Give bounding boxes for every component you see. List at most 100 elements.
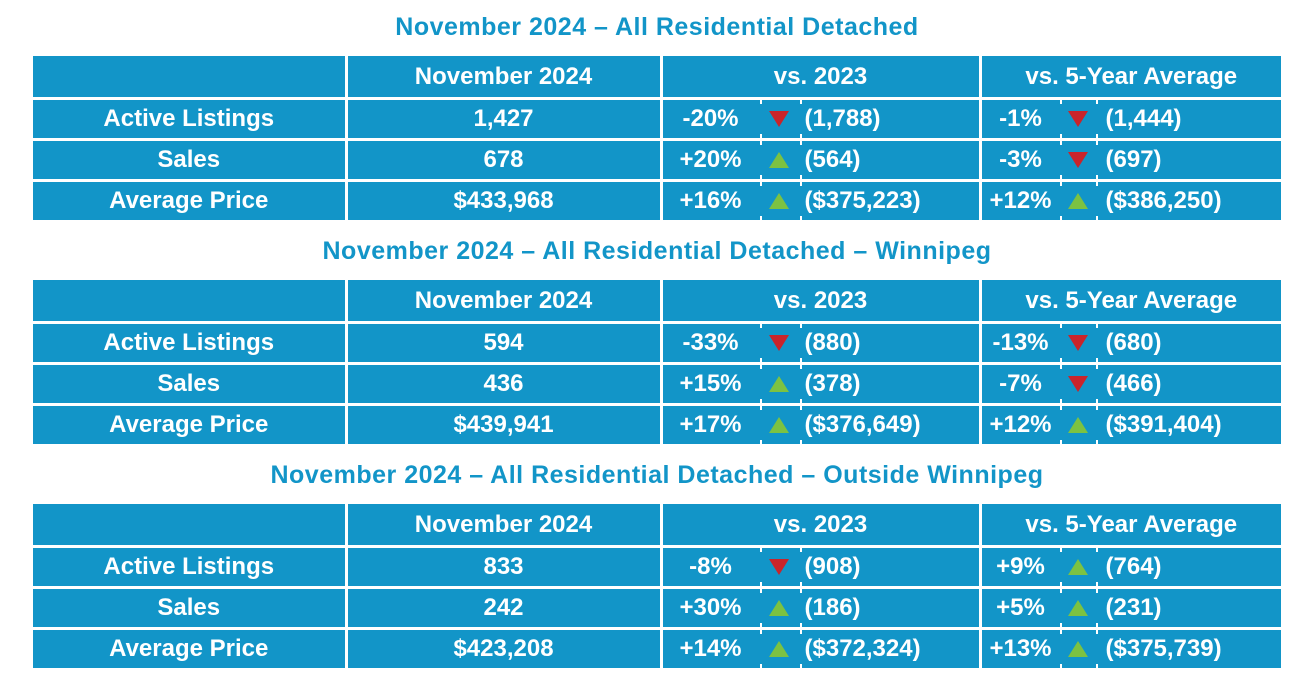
current-value: 833 [344,545,663,589]
header-vs-5-year-average: vs. 5-Year Average [978,56,1281,100]
trend-arrow-icon [768,559,789,575]
pct-change: +5% [996,594,1045,621]
header-vs-2023: vs. 2023 [659,56,982,100]
row-label: Average Price [33,403,348,444]
vs-5yr-cell: +9% (764) [978,545,1281,589]
header-vs-5-year-average: vs. 5-Year Average [978,280,1281,324]
vs-5yr-cell: +12% ($391,404) [978,403,1281,444]
table-title: November 2024 – All Residential Detached [395,13,919,41]
section-winnipeg: November 2024 – All Residential Detached… [33,236,1303,444]
row-label: Sales [33,362,348,406]
pct-change: +20% [679,146,742,173]
comparison-value: (564) [804,146,861,173]
comparison-value: (186) [804,594,861,621]
stats-table: November 2024 vs. 2023 vs. 5-Year Averag… [33,56,1281,220]
header-metric [33,504,348,548]
vs-2023-cell: +20% (564) [659,138,982,182]
pct-change: +30% [679,594,742,621]
table-row-sales: Sales 242 +30% (186) +5% (231) [33,586,1281,630]
section-outside-winnipeg: November 2024 – All Residential Detached… [33,460,1303,668]
trend-arrow-icon [768,641,789,657]
trend-arrow-icon [768,111,789,127]
vs-5yr-cell: -13% (680) [978,321,1281,365]
current-value: 242 [344,586,663,630]
current-value: $439,941 [344,403,663,444]
table-row-active-listings: Active Listings 1,427 -20% (1,788) -1% (… [33,97,1281,141]
row-label: Sales [33,586,348,630]
vs-2023-cell: +14% ($372,324) [659,627,982,668]
comparison-value: (1,788) [804,105,881,132]
header-vs-5-year-average: vs. 5-Year Average [978,504,1281,548]
comparison-value: (378) [804,370,861,397]
table-row-active-listings: Active Listings 833 -8% (908) +9% (764) [33,545,1281,589]
row-label: Average Price [33,627,348,668]
comparison-value: ($391,404) [1105,411,1222,438]
current-value: $423,208 [344,627,663,668]
trend-arrow-icon [1067,152,1088,168]
report-page: November 2024 – All Residential Detached… [33,12,1303,668]
row-label: Active Listings [33,97,348,141]
trend-arrow-icon [1067,111,1088,127]
comparison-value: ($375,223) [804,187,921,214]
pct-change: -8% [689,553,732,580]
comparison-value: (1,444) [1105,105,1182,132]
vs-2023-cell: -8% (908) [659,545,982,589]
table-title: November 2024 – All Residential Detached… [322,237,992,265]
table-row-average-price: Average Price $439,941 +17% ($376,649) +… [33,403,1281,444]
trend-arrow-icon [768,376,789,392]
vs-2023-cell: -33% (880) [659,321,982,365]
current-value: $433,968 [344,179,663,220]
header-november-2024: November 2024 [344,56,663,100]
row-label: Average Price [33,179,348,220]
pct-change: +13% [989,635,1052,662]
header-november-2024: November 2024 [344,504,663,548]
vs-2023-cell: +17% ($376,649) [659,403,982,444]
section-all-residential-detached: November 2024 – All Residential Detached… [33,12,1303,220]
pct-change: -1% [999,105,1042,132]
trend-arrow-icon [1067,641,1088,657]
vs-5yr-cell: +12% ($386,250) [978,179,1281,220]
vs-2023-cell: +30% (186) [659,586,982,630]
trend-arrow-icon [768,417,789,433]
trend-arrow-icon [1067,193,1088,209]
trend-arrow-icon [768,193,789,209]
comparison-value: (466) [1105,370,1162,397]
vs-2023-cell: +15% (378) [659,362,982,406]
current-value: 1,427 [344,97,663,141]
pct-change: +9% [996,553,1045,580]
comparison-value: (231) [1105,594,1162,621]
table-row-average-price: Average Price $423,208 +14% ($372,324) +… [33,627,1281,668]
header-november-2024: November 2024 [344,280,663,324]
row-label: Active Listings [33,321,348,365]
comparison-value: (908) [804,553,861,580]
row-label: Active Listings [33,545,348,589]
trend-arrow-icon [1067,417,1088,433]
stats-table: November 2024 vs. 2023 vs. 5-Year Averag… [33,280,1281,444]
current-value: 594 [344,321,663,365]
pct-change: -20% [682,105,739,132]
header-row: November 2024 vs. 2023 vs. 5-Year Averag… [33,504,1281,548]
pct-change: +15% [679,370,742,397]
vs-5yr-cell: -7% (466) [978,362,1281,406]
pct-change: -7% [999,370,1042,397]
trend-arrow-icon [1067,600,1088,616]
pct-change: +14% [679,635,742,662]
comparison-value: ($386,250) [1105,187,1222,214]
header-metric [33,280,348,324]
pct-change: -33% [682,329,739,356]
trend-arrow-icon [1067,376,1088,392]
header-row: November 2024 vs. 2023 vs. 5-Year Averag… [33,280,1281,324]
comparison-value: (764) [1105,553,1162,580]
header-vs-2023: vs. 2023 [659,504,982,548]
pct-change: -3% [999,146,1042,173]
header-metric [33,56,348,100]
vs-5yr-cell: +5% (231) [978,586,1281,630]
pct-change: -13% [992,329,1049,356]
vs-2023-cell: +16% ($375,223) [659,179,982,220]
vs-5yr-cell: +13% ($375,739) [978,627,1281,668]
pct-change: +16% [679,187,742,214]
trend-arrow-icon [768,152,789,168]
trend-arrow-icon [1067,559,1088,575]
trend-arrow-icon [768,335,789,351]
vs-2023-cell: -20% (1,788) [659,97,982,141]
